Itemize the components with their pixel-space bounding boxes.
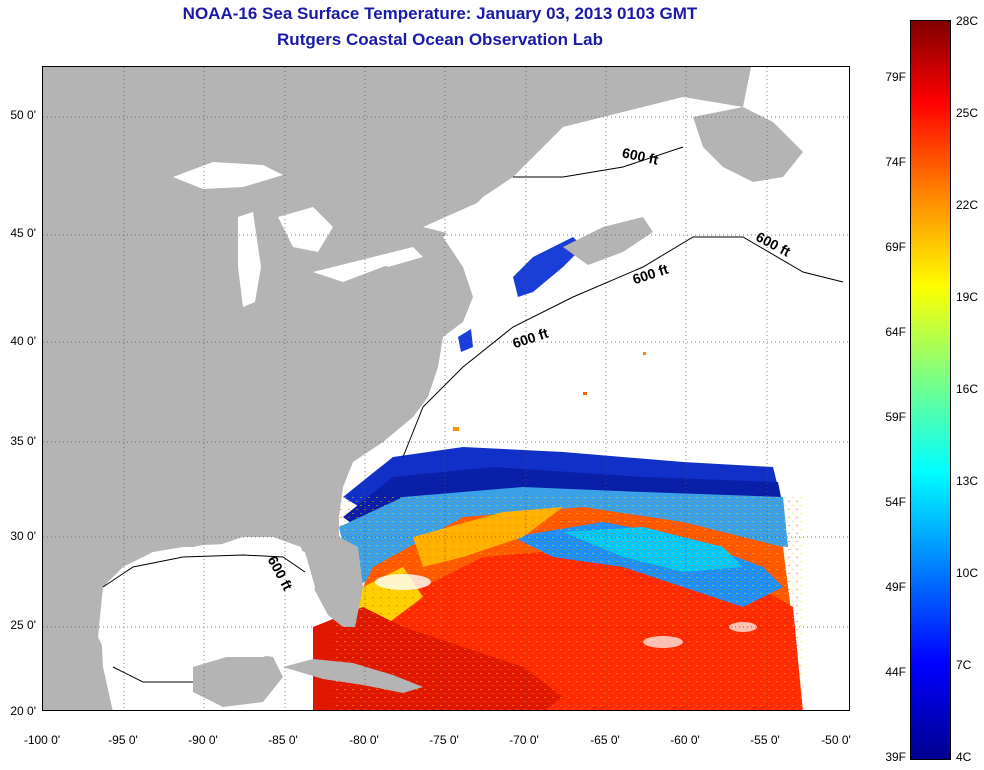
lat-tick-45: 45 0': [10, 226, 36, 240]
colorbar-c-25: 25C: [956, 106, 979, 120]
lon-tick-70: -70 0': [509, 733, 539, 747]
lat-tick-30: 30 0': [10, 529, 36, 543]
sst-map-svg: [43, 67, 849, 710]
temperature-colorbar: [910, 20, 951, 760]
lat-tick-40: 40 0': [10, 334, 36, 348]
colorbar-f-49: 49F: [885, 580, 906, 594]
sst-swath: [238, 237, 803, 710]
lon-tick-85: -85 0': [268, 733, 298, 747]
colorbar-c-22: 22C: [956, 198, 979, 212]
lon-tick-95: -95 0': [108, 733, 138, 747]
colorbar-f-44: 44F: [885, 665, 906, 679]
colorbar-c-10: 10C: [956, 566, 979, 580]
lon-tick-75: -75 0': [429, 733, 459, 747]
lon-tick-80: -80 0': [349, 733, 379, 747]
lon-tick-60: -60 0': [670, 733, 700, 747]
depth-contours: [102, 146, 844, 683]
colorbar-f-59: 59F: [885, 410, 906, 424]
colorbar-f-79: 79F: [885, 70, 906, 84]
colorbar-f-64: 64F: [885, 325, 906, 339]
sst-map: [42, 66, 850, 711]
map-title: NOAA-16 Sea Surface Temperature: January…: [182, 4, 698, 23]
lon-tick-90: -90 0': [188, 733, 218, 747]
colorbar-c-16: 16C: [956, 382, 979, 396]
colorbar-f-39: 39F: [885, 750, 906, 764]
land-masses: [43, 67, 803, 710]
colorbar-c-19: 19C: [956, 290, 979, 304]
lon-tick-65: -65 0': [590, 733, 620, 747]
lon-tick-50: -50 0': [821, 733, 851, 747]
lat-tick-35: 35 0': [10, 434, 36, 448]
lat-tick-20: 20 0': [10, 704, 36, 718]
lat-tick-50: 50 0': [10, 108, 36, 122]
colorbar-f-74: 74F: [885, 155, 906, 169]
colorbar-f-54: 54F: [885, 495, 906, 509]
lon-tick-100: -100 0': [23, 733, 61, 747]
lat-tick-25: 25 0': [10, 618, 36, 632]
colorbar-c-7: 7C: [956, 658, 972, 672]
map-grid: [43, 67, 849, 710]
colorbar-c-13: 13C: [956, 474, 979, 488]
lon-tick-55: -55 0': [750, 733, 780, 747]
colorbar-c-4: 4C: [956, 750, 972, 764]
colorbar-f-69: 69F: [885, 240, 906, 254]
map-subtitle: Rutgers Coastal Ocean Observation Lab: [277, 30, 603, 49]
colorbar-c-28: 28C: [956, 14, 979, 28]
